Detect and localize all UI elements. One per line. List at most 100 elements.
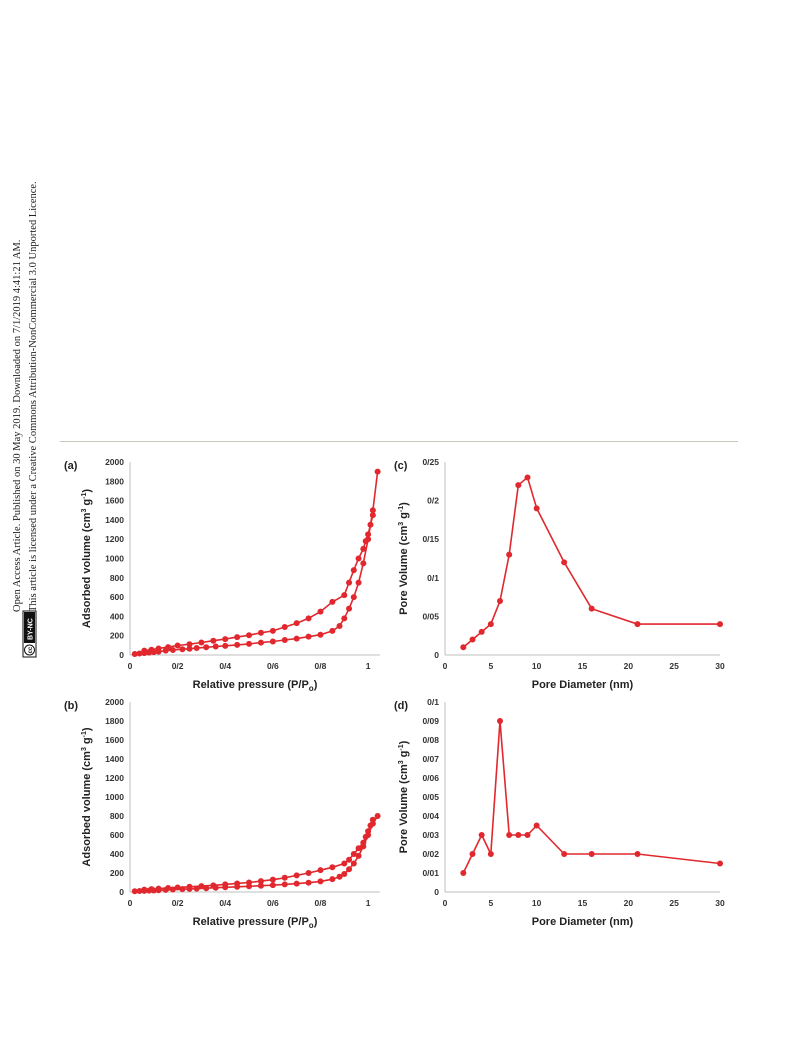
- x-tick-label: 0/6: [267, 898, 279, 908]
- data-point: [478, 832, 485, 838]
- x-tick-label: 5: [488, 898, 493, 908]
- data-point: [487, 851, 494, 857]
- x-tick-label: 0: [128, 898, 133, 908]
- data-point: [317, 878, 324, 885]
- data-point: [136, 650, 143, 657]
- data-point: [317, 867, 324, 874]
- data-point: [524, 832, 531, 838]
- y-tick-label: 800: [110, 573, 124, 583]
- data-point: [341, 592, 348, 599]
- data-point: [374, 813, 381, 819]
- data-point: [478, 628, 485, 635]
- y-tick-label: 0/01: [422, 868, 439, 878]
- data-point: [155, 885, 162, 892]
- data-point: [246, 640, 253, 647]
- x-axis-title: Relative pressure (P/Po): [193, 679, 318, 693]
- data-point: [234, 634, 241, 641]
- data-point: [365, 531, 372, 538]
- data-point: [460, 870, 467, 876]
- y-axis-title: Pore Volume (cm3 g-1): [398, 740, 410, 853]
- data-point: [155, 645, 162, 652]
- data-point: [362, 833, 369, 840]
- x-tick-label: 15: [578, 898, 588, 908]
- data-point: [131, 888, 138, 895]
- data-point: [257, 882, 264, 889]
- data-point: [365, 828, 372, 835]
- data-point: [360, 839, 367, 846]
- data-point: [346, 866, 353, 873]
- data-point: [588, 605, 595, 612]
- y-axis-title: Adsorbed volume (cm3 g-1): [81, 489, 93, 628]
- data-point: [179, 646, 186, 653]
- data-point: [506, 551, 513, 558]
- data-point: [210, 882, 217, 889]
- y-tick-label: 0/09: [422, 716, 439, 726]
- y-tick-label: 800: [110, 811, 124, 821]
- y-tick-label: 0/03: [422, 830, 439, 840]
- data-point: [350, 567, 357, 574]
- data-point: [269, 876, 276, 883]
- data-point: [293, 635, 300, 642]
- x-tick-label: 10: [532, 898, 542, 908]
- series-line-b-0: [134, 815, 379, 892]
- data-point: [341, 615, 348, 622]
- data-point: [329, 864, 336, 871]
- data-point: [293, 620, 300, 627]
- data-point: [634, 621, 641, 628]
- x-tick-label: 25: [669, 898, 679, 908]
- data-point: [174, 642, 181, 649]
- series-line-c-0: [462, 475, 720, 648]
- x-tick-label: 5: [488, 661, 493, 671]
- data-point: [506, 832, 513, 838]
- x-tick-label: 20: [624, 898, 634, 908]
- data-point: [487, 621, 494, 628]
- data-point: [367, 822, 374, 829]
- data-point: [174, 884, 181, 891]
- cc-badge-cc: cc: [28, 646, 34, 653]
- side-notice-line2: This article is licensed under a Creativ…: [28, 181, 39, 612]
- x-tick-label: 0: [128, 661, 133, 671]
- data-point: [165, 644, 172, 651]
- data-point: [203, 885, 210, 892]
- data-point: [281, 874, 288, 881]
- y-tick-label: 400: [110, 611, 124, 621]
- panel-label-a: (a): [64, 460, 78, 472]
- x-tick-label: 25: [669, 661, 679, 671]
- x-tick-label: 1: [366, 661, 371, 671]
- x-tick-label: 0/8: [315, 661, 327, 671]
- y-tick-label: 1200: [105, 773, 124, 783]
- x-tick-label: 0/4: [219, 661, 231, 671]
- data-point: [305, 870, 312, 876]
- x-tick-label: 1: [366, 898, 371, 908]
- data-point: [350, 594, 357, 601]
- data-point: [588, 851, 595, 857]
- y-tick-label: 0/02: [422, 849, 439, 859]
- data-point: [469, 851, 476, 857]
- data-point: [369, 816, 376, 823]
- y-tick-label: 2000: [105, 697, 124, 707]
- y-tick-label: 0/1: [427, 697, 439, 707]
- data-point: [198, 639, 205, 646]
- data-point: [165, 885, 172, 892]
- y-tick-label: 0/1: [427, 573, 439, 583]
- y-tick-label: 0: [119, 650, 124, 660]
- cc-license-badge[interactable]: cc BY-NC: [22, 610, 37, 658]
- data-point: [210, 637, 217, 644]
- data-point: [524, 474, 531, 481]
- data-point: [329, 598, 336, 605]
- data-point: [257, 629, 264, 636]
- data-point: [346, 856, 353, 863]
- x-tick-label: 30: [715, 661, 725, 671]
- data-point: [198, 883, 205, 890]
- data-point: [355, 852, 362, 859]
- x-tick-label: 0: [443, 661, 448, 671]
- data-point: [460, 644, 467, 651]
- data-point: [317, 631, 324, 638]
- data-point: [169, 646, 176, 653]
- x-tick-label: 0/4: [219, 898, 231, 908]
- data-point: [222, 636, 229, 643]
- data-point: [497, 718, 503, 724]
- data-point: [346, 605, 353, 612]
- data-point: [515, 832, 522, 838]
- data-point: [281, 624, 288, 631]
